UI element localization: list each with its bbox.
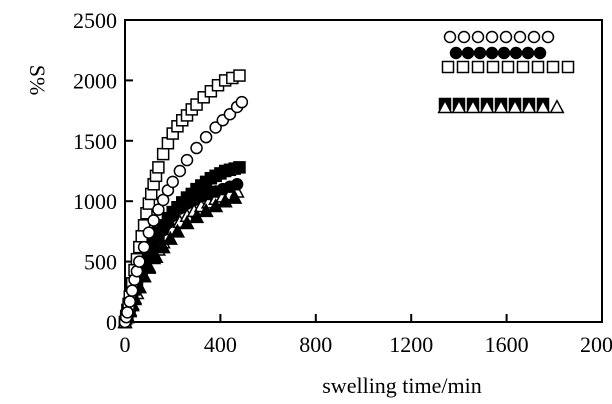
series-1-point-7: [133, 255, 146, 268]
legend-row-1-marker-1: [461, 46, 475, 60]
series-1-point-9: [142, 226, 156, 239]
y-tick-label-1: 500: [84, 250, 117, 275]
legend-row-4-marker-6: [521, 99, 537, 114]
legend-row-0-marker-6: [527, 30, 541, 44]
legend-row-2-marker-8: [561, 60, 575, 74]
series-1-point-23: [235, 95, 249, 109]
series-1-point-16: [180, 153, 194, 167]
axis-ticks: [124, 19, 603, 323]
series-1-point-19: [209, 121, 222, 134]
legend-row-0: [443, 30, 555, 44]
legend-row-4-marker-5: [507, 99, 523, 114]
series-5-point-17: [227, 189, 243, 204]
series-1-point-12: [156, 193, 170, 207]
legend-row-4-marker-0: [437, 99, 453, 114]
axis-tick-labels: 0 500 1000 1500 2000 2500 0 400 800 1200 1600 2000: [73, 8, 612, 357]
x-tick-label-4: 1600: [485, 332, 529, 357]
series-0-point-30: [233, 69, 246, 82]
legend-row-2-marker-6: [531, 60, 545, 74]
series-3-point-22: [230, 178, 244, 191]
x-tick-label-1: 400: [204, 332, 237, 357]
legend-row-4-marker-8: [549, 99, 565, 114]
legend-row-1: [449, 46, 547, 60]
legend-row-2-marker-2: [471, 60, 485, 74]
legend-row-1-marker-3: [485, 46, 499, 60]
legend-row-4-marker-1: [451, 99, 467, 114]
legend-row-2-marker-0: [441, 60, 455, 74]
plot-frame: [124, 19, 603, 323]
series-3-point-13: [166, 209, 179, 222]
legend-row-2-marker-7: [546, 60, 560, 74]
legend-row-2: [441, 60, 575, 74]
legend-row-0-marker-1: [457, 30, 471, 44]
data-points: [117, 69, 249, 329]
series-3-point-8: [142, 250, 156, 264]
y-tick-label-2: 1000: [73, 189, 117, 214]
legend-row-0-marker-2: [471, 30, 485, 44]
x-tick-label-2: 800: [299, 332, 332, 357]
legend-row-4-marker-3: [479, 99, 495, 114]
legend-row-0-marker-3: [485, 30, 499, 44]
series-1-point-8: [137, 240, 151, 254]
legend-row-1-marker-2: [473, 46, 487, 60]
y-tick-label-4: 2000: [73, 68, 117, 93]
y-tick-label-5: 2500: [73, 8, 117, 33]
series-1-point-17: [190, 141, 203, 155]
legend-row-4-marker-4: [493, 99, 509, 114]
series-0-point-24: [190, 98, 203, 111]
legend: [437, 30, 575, 114]
legend-row-1-marker-5: [509, 46, 523, 60]
series-1-point-14: [166, 175, 179, 189]
legend-row-0-marker-0: [443, 30, 457, 44]
legend-row-1-marker-4: [497, 46, 511, 60]
legend-row-4-marker-2: [465, 99, 481, 114]
series-1-point-3: [123, 295, 137, 308]
series-5-point-9: [155, 239, 171, 254]
series-1: [118, 95, 249, 329]
legend-row-0-marker-5: [513, 30, 527, 44]
x-tick-label-0: 0: [120, 332, 131, 357]
series-2-point-30: [233, 161, 246, 174]
legend-row-1-marker-7: [533, 46, 547, 60]
series-5-point-11: [169, 223, 186, 238]
legend-row-2-marker-4: [501, 60, 515, 74]
legend-row-1-marker-6: [521, 46, 535, 60]
series-0-point-16: [152, 161, 165, 174]
series-0-point-17: [156, 147, 170, 161]
series-1-point-11: [152, 203, 165, 216]
series-1-point-4: [125, 284, 139, 297]
series-1-point-21: [223, 107, 237, 121]
y-axis-title: S%: [25, 65, 50, 96]
legend-row-4-marker-7: [535, 99, 551, 114]
series-1-point-18: [199, 130, 213, 144]
legend-row-2-marker-5: [516, 60, 530, 74]
legend-row-0-marker-7: [541, 30, 555, 44]
series-1-point-10: [147, 214, 160, 227]
legend-row-1-marker-0: [449, 46, 463, 60]
legend-row-2-marker-1: [456, 60, 470, 74]
series-1-point-2: [121, 306, 134, 319]
y-tick-label-0: 0: [106, 310, 117, 335]
legend-row-4: [437, 99, 565, 114]
series-1-point-15: [173, 164, 187, 178]
legend-row-0-marker-4: [499, 30, 513, 44]
y-tick-label-3: 1500: [73, 129, 117, 154]
series-5-point-10: [162, 230, 178, 245]
legend-row-2-marker-3: [486, 60, 500, 74]
x-tick-label-5: 2000: [580, 332, 612, 357]
x-tick-label-3: 1200: [389, 332, 433, 357]
x-axis-title: swelling time/min: [322, 373, 482, 398]
